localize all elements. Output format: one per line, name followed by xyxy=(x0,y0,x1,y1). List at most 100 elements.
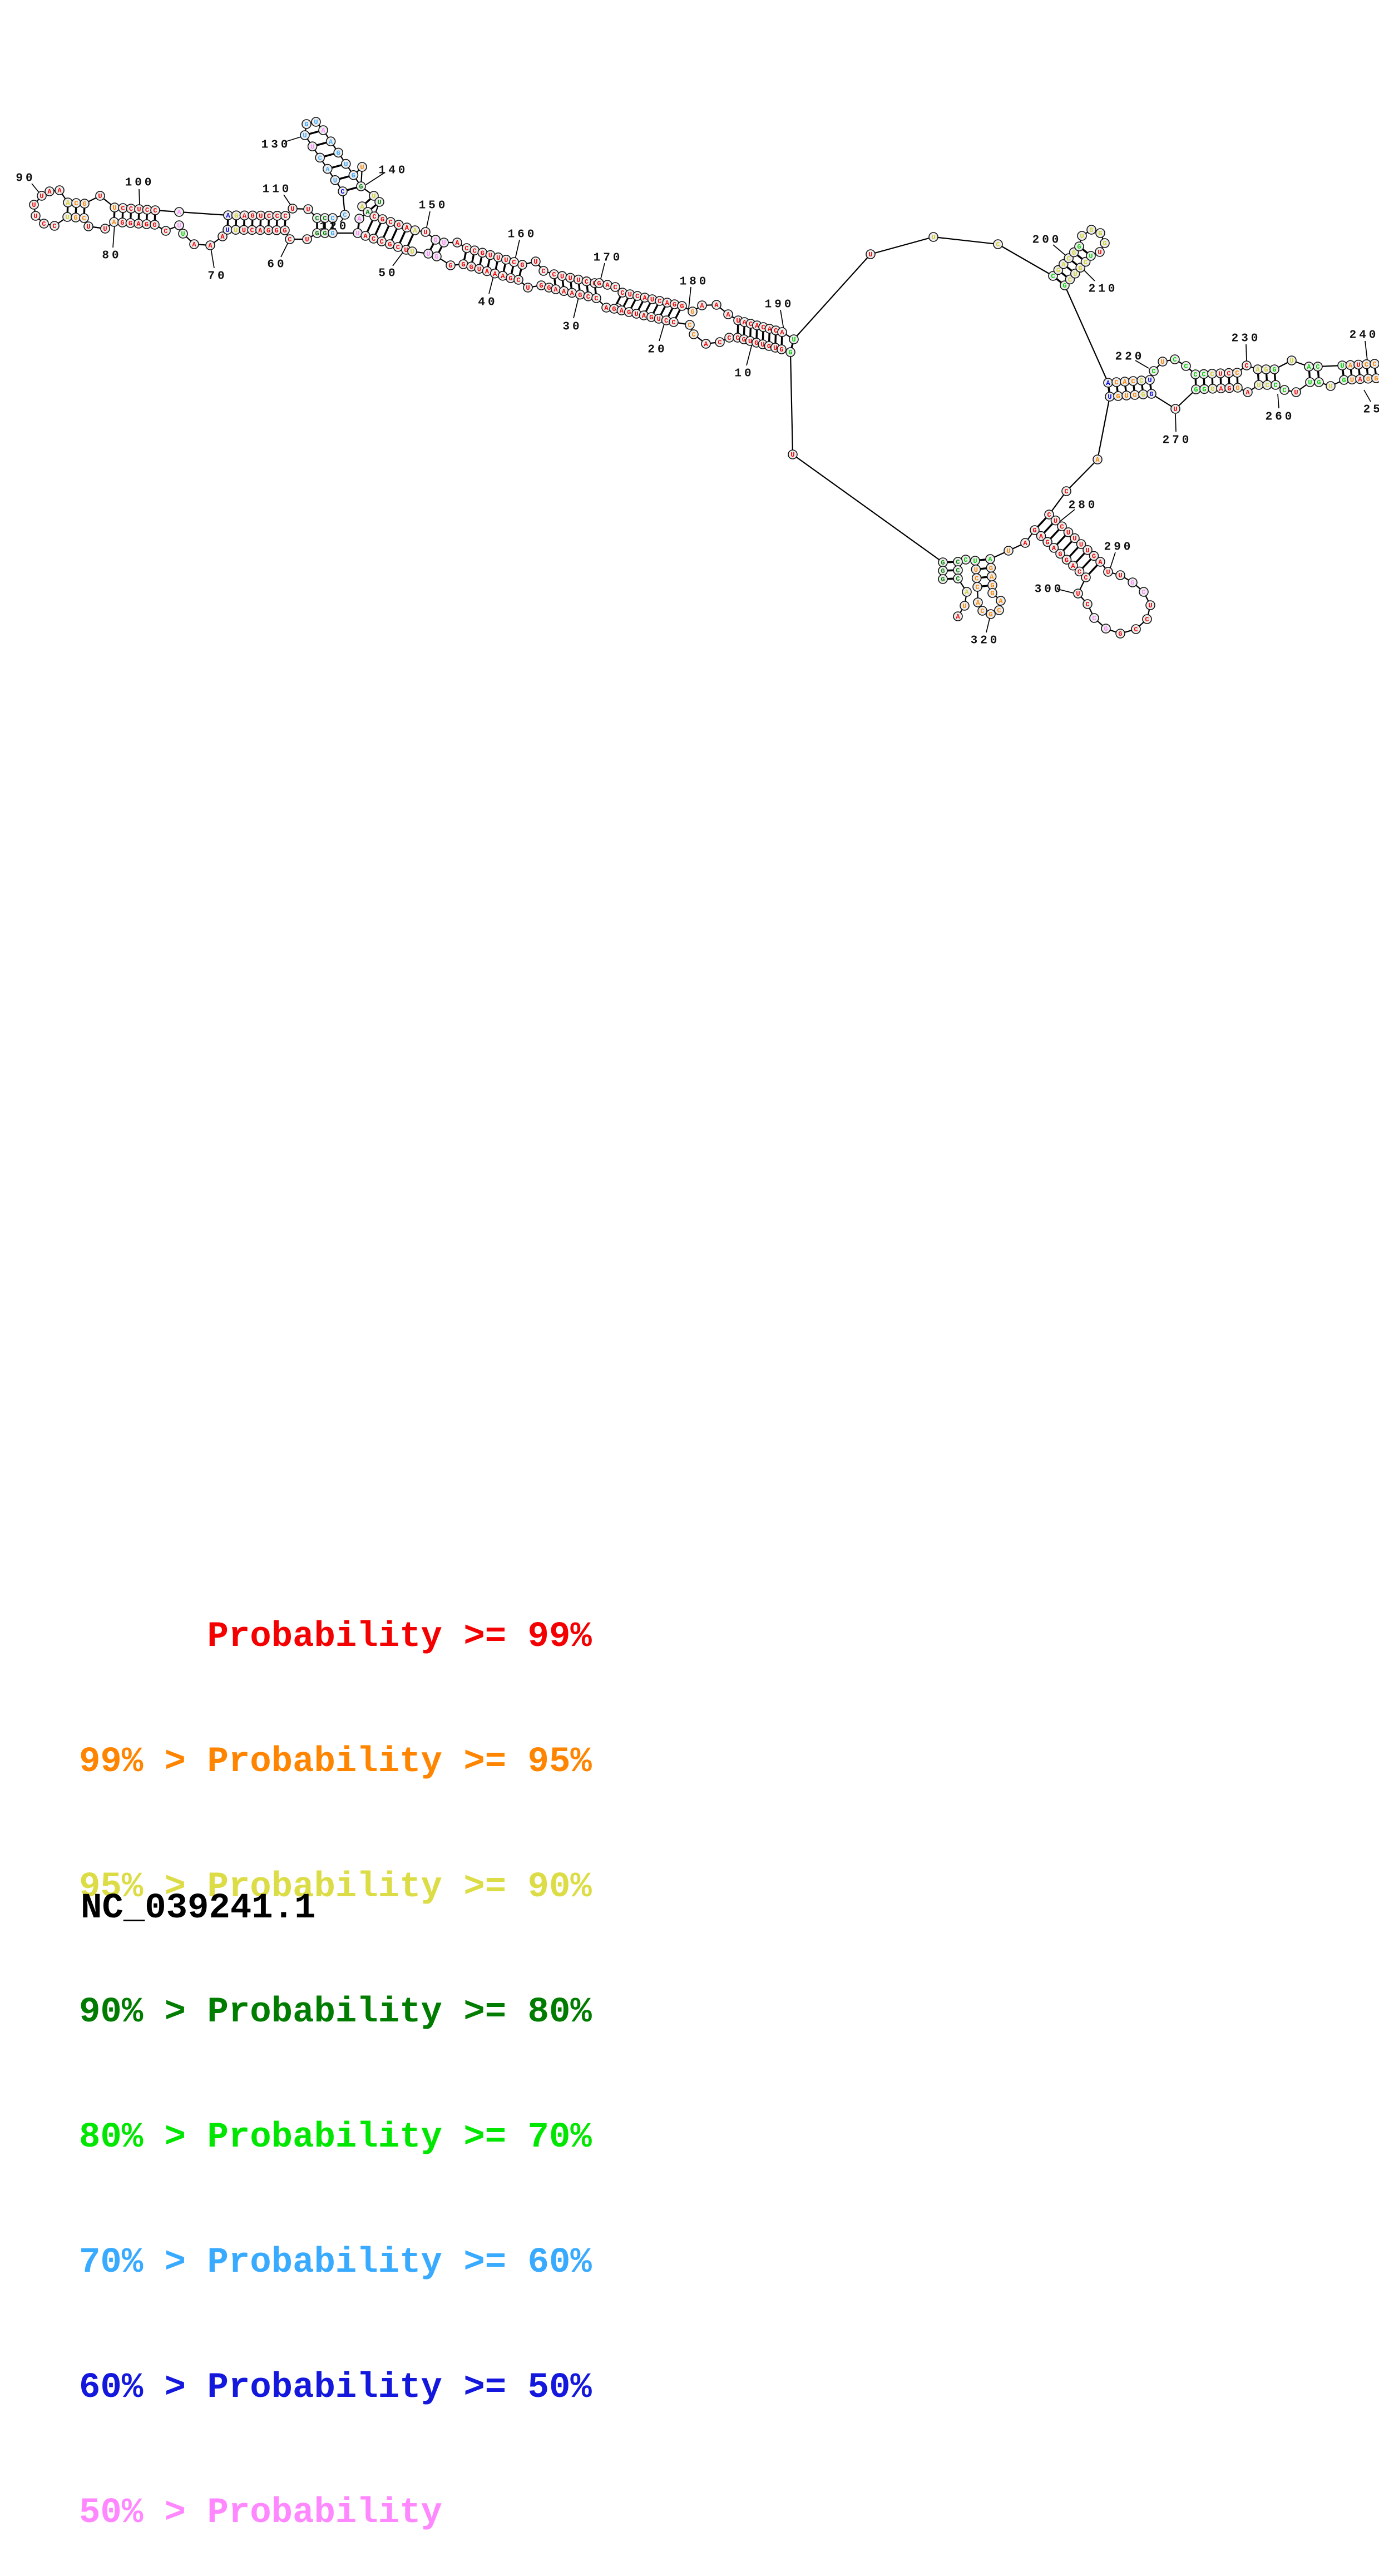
nucleotide-letter: G xyxy=(337,150,340,157)
nucleotide-letter: A xyxy=(226,212,230,220)
nucleotide-letter: C xyxy=(1068,276,1072,284)
nucleotide-letter: G xyxy=(433,236,437,244)
nucleotide-letter: A xyxy=(704,340,708,348)
nucleotide-letter: U xyxy=(962,602,966,610)
nucleotide: C xyxy=(1199,369,1209,379)
nucleotide-letter: A xyxy=(642,312,646,320)
nucleotide-letter: A xyxy=(1095,456,1100,464)
nucleotide-letter: C xyxy=(42,220,46,228)
nucleotide-letter: C xyxy=(963,556,967,564)
position-label: 130 xyxy=(261,139,291,151)
label-leader xyxy=(1083,269,1095,281)
legend-line-below-50: 50% > Probability xyxy=(79,2493,442,2533)
nucleotide-letter: G xyxy=(434,253,438,261)
nucleotide-letter: C xyxy=(1184,363,1188,370)
nucleotide: G xyxy=(248,210,258,221)
nucleotide: U xyxy=(29,200,39,210)
nucleotide: U xyxy=(1103,567,1113,577)
nucleotide: U xyxy=(565,273,575,283)
nucleotide: C xyxy=(338,186,348,196)
nucleotide-letter: G xyxy=(323,230,327,238)
nucleotide-letter: U xyxy=(1124,392,1128,400)
nucleotide-letter: U xyxy=(792,336,795,344)
position-label: 80 xyxy=(102,249,121,262)
nucleotide-letter: C xyxy=(586,293,590,301)
nucleotide: A xyxy=(567,288,577,298)
position-label: 10 xyxy=(734,367,754,380)
nucleotide-letter: A xyxy=(112,219,116,226)
nucleotide-letter: C xyxy=(980,607,984,615)
position-label: 290 xyxy=(1104,541,1134,553)
nucleotide: A xyxy=(452,238,462,248)
nucleotide: C xyxy=(1149,366,1159,376)
nucleotide: C xyxy=(509,257,519,267)
nucleotide: U xyxy=(1115,570,1125,580)
label-leader xyxy=(1052,244,1067,257)
nucleotide-letter: C xyxy=(1047,511,1051,519)
nucleotide: U xyxy=(1083,545,1093,555)
nucleotide: U xyxy=(970,556,980,566)
nucleotide: C xyxy=(953,565,963,575)
nucleotide: U xyxy=(1347,374,1357,385)
position-label: 170 xyxy=(594,251,623,264)
nucleotide-letter: A xyxy=(1348,362,1353,369)
nucleotide: A xyxy=(325,136,336,146)
nucleotide: G xyxy=(646,312,656,322)
nucleotide: U xyxy=(960,601,970,611)
nucleotide: A xyxy=(218,231,228,241)
nucleotide: U xyxy=(1077,231,1087,241)
nucleotide-letter: A xyxy=(990,573,994,581)
nucleotide-letter: U xyxy=(306,206,310,214)
nucleotide: U xyxy=(230,225,241,235)
nucleotide: G xyxy=(677,301,687,311)
nucleotide: C xyxy=(1044,510,1054,520)
nucleotide-letter: U xyxy=(377,199,381,206)
nucleotide-letter: C xyxy=(1151,368,1155,375)
nucleotide: C xyxy=(272,211,283,221)
nucleotide: C xyxy=(385,217,396,227)
nucleotide-letter: U xyxy=(477,266,481,274)
nucleotide: U xyxy=(178,229,188,239)
nucleotide: U xyxy=(788,449,798,459)
nucleotide-letter: A xyxy=(726,311,730,319)
nucleotide: G xyxy=(517,260,527,270)
nucleotide-letter: G xyxy=(1210,385,1214,393)
nucleotide: U xyxy=(1254,380,1264,390)
nucleotide-letter: G xyxy=(1116,393,1120,401)
nucleotide: G xyxy=(1086,225,1096,235)
nucleotide-letter: A xyxy=(570,290,575,298)
nucleotide: U xyxy=(1326,381,1336,391)
nucleotide: U xyxy=(1145,375,1155,385)
nucleotide-letter: G xyxy=(1130,579,1134,587)
nucleotide-letter: C xyxy=(1084,574,1088,582)
nucleotide: C xyxy=(1061,486,1071,496)
nucleotide: U xyxy=(62,212,72,222)
nucleotide: C xyxy=(669,317,679,327)
nucleotide: G xyxy=(71,212,81,223)
nucleotide: C xyxy=(340,210,350,220)
nucleotide: A xyxy=(1253,364,1263,374)
nucleotide: U xyxy=(1158,357,1168,367)
nucleotide-letter: U xyxy=(1328,383,1332,390)
nucleotide-letter: G xyxy=(352,172,355,180)
position-label: 150 xyxy=(419,199,448,212)
label-leader xyxy=(280,241,289,258)
nucleotide-letter: A xyxy=(47,188,52,196)
nucleotide-letter: G xyxy=(1089,226,1093,234)
nucleotide-letter: U xyxy=(344,161,348,169)
nucleotide: C xyxy=(142,205,152,215)
nucleotide: U xyxy=(789,334,799,344)
nucleotide-letter: A xyxy=(1106,379,1110,387)
nucleotide-letter: A xyxy=(1219,385,1223,393)
nucleotide-letter: U xyxy=(137,206,141,214)
label-leader xyxy=(1245,344,1247,362)
nucleotide-letter: U xyxy=(1073,270,1077,278)
backbone-line xyxy=(155,209,229,216)
nucleotide: U xyxy=(1305,377,1315,387)
nucleotide-letter: C xyxy=(1145,616,1149,624)
nucleotide: U xyxy=(307,141,318,152)
nucleotide-letter: C xyxy=(1265,382,1269,389)
label-leader xyxy=(1365,340,1368,361)
nucleotide: A xyxy=(205,240,215,250)
nucleotide: C xyxy=(118,203,128,213)
